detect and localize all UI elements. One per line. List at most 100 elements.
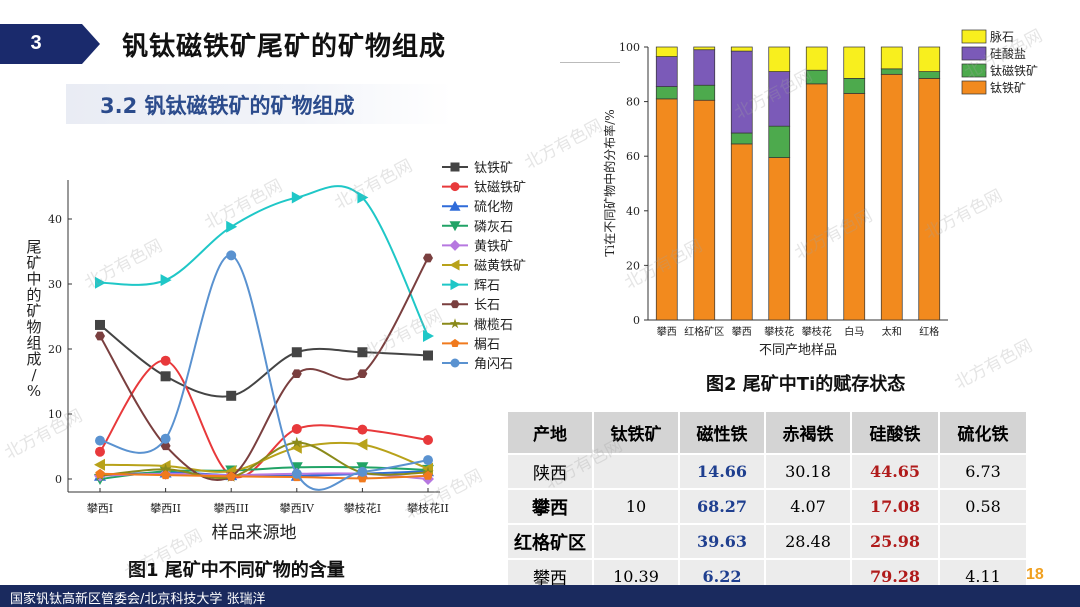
x-axis-label: 样品来源地 [212,523,297,543]
table-cell [592,453,680,490]
ti-phase-table: 产地 钛铁矿 磁性铁 赤褐铁 硅酸铁 硫化铁 陕西 14.66 30.18 44… [506,410,1028,595]
series-line [99,472,429,480]
table-cell: 44.65 [850,453,940,490]
y-tick-label: 0 [55,473,62,486]
data-point [291,369,302,379]
table-cell [764,558,852,595]
table-cell: 25.98 [850,523,940,560]
y-tick-label: 20 [48,343,62,356]
y-tick-label: 10 [48,408,62,421]
data-point [160,470,171,480]
data-point [226,220,238,233]
col-header-origin: 产地 [506,410,594,455]
bar-segment [805,46,828,71]
y-tick-label: 60 [626,150,640,163]
y-tick-label: 80 [626,96,640,109]
data-point [450,300,460,309]
data-point [449,221,461,232]
data-point [423,330,434,342]
series-line [99,254,429,491]
data-point [95,319,105,330]
legend-swatch [961,80,987,95]
data-point [95,446,105,457]
table-cell: 30.18 [764,453,852,490]
section-subtitle: 3.2 钒钛磁铁矿的矿物组成 [100,94,355,118]
x-tick-label: 白马 [844,325,864,338]
x-tick-label: 攀西 [657,325,677,338]
footer-text: 国家钒钛高新区管委会/北京科技大学 张瑞洋 [10,592,266,607]
bar-segment [655,56,678,87]
data-point [291,191,303,204]
data-point [226,250,237,261]
data-point [449,239,461,251]
bar-segment [843,46,866,79]
col-header-magnetic-iron: 磁性铁 [678,410,766,455]
data-point [357,424,368,435]
y-axis-label: Ti在不同矿物中的分布率/% [602,109,617,256]
series-line [99,465,429,480]
bar-segment [768,125,791,158]
data-point [291,468,302,479]
y-tick-label: 0 [633,314,640,327]
legend-label: 磷灰石 [474,220,513,235]
table-cell: 14.66 [678,453,766,490]
legend-label: 钛磁铁矿 [990,63,1038,78]
table-cell: 39.63 [678,523,766,560]
bar-segment [880,68,903,75]
data-point [449,318,461,329]
legend-label: 磁黄铁矿 [474,259,526,274]
legend-label: 黄铁矿 [474,239,513,254]
col-header-ilmenite: 钛铁矿 [592,410,680,455]
x-tick-label: 攀西IV [280,502,315,515]
data-point [160,371,171,382]
x-tick-label: 攀枝花I [344,501,381,515]
data-point [95,435,105,446]
table-row: 攀西 10 68.27 4.07 17.08 0.58 [506,488,1028,525]
data-point [94,458,105,471]
bar-segment [655,46,678,57]
table-header-row: 产地 钛铁矿 磁性铁 赤褐铁 硅酸铁 硫化铁 [506,410,1028,455]
bar-segment [843,78,866,94]
data-point [450,358,460,368]
data-point [357,369,368,379]
data-point [356,438,368,451]
x-tick-label: 红格矿区 [684,325,724,338]
bar-segment [768,71,791,127]
data-point [450,182,460,192]
legend-label: 钛铁矿 [990,80,1026,95]
data-point [423,455,433,466]
table-cell: 红格矿区 [506,523,594,560]
title-divider [560,62,620,63]
footer-bar [0,585,1080,607]
x-tick-label: 攀枝花 [764,325,794,338]
bar-segment [880,73,903,321]
legend-label: 辉石 [474,279,500,294]
table-cell: 攀西 [506,488,594,525]
bar-segment [918,78,941,321]
bar-segment [880,46,903,70]
legend-label: 硫化物 [474,200,513,215]
legend-label: 钛铁矿 [474,161,513,176]
data-point [423,253,433,263]
x-axis-label: 不同产地样品 [759,343,837,358]
series-line [99,185,429,337]
bar-segment [918,71,941,79]
data-point [291,436,303,448]
bar-segment [768,46,791,72]
data-point [291,347,302,358]
data-point [450,338,460,348]
legend-label: 角闪石 [474,357,513,372]
legend-swatch [961,46,987,61]
figure1-caption: 图1 尾矿中不同矿物的含量 [128,560,345,581]
table-cell: 68.27 [678,488,766,525]
data-point [95,331,105,341]
data-point [423,350,433,361]
series-line [99,441,429,473]
data-point [160,433,171,444]
table-cell: 陕西 [506,453,594,490]
bar-segment [655,86,678,100]
bar-segment [805,83,828,321]
table-cell: 17.08 [850,488,940,525]
page-title: 钒钛磁铁矿尾矿的矿物组成 [122,32,447,62]
